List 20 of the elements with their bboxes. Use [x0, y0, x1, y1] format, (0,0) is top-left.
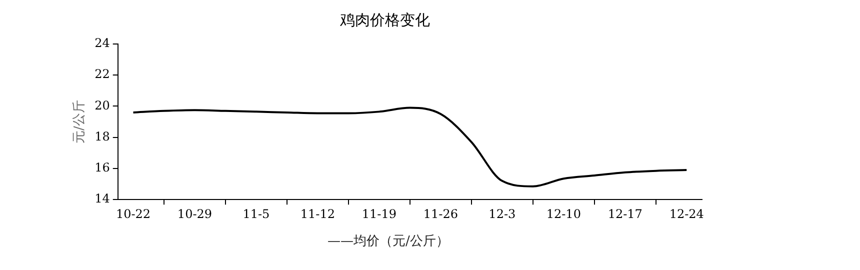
x-tick-label: 11-12 — [300, 206, 335, 221]
chart-title: 鸡肉价格变化 — [339, 10, 430, 29]
x-tick-label: 11-19 — [362, 206, 396, 221]
x-tick-label: 12-17 — [608, 206, 642, 221]
x-tick-label: 10-22 — [116, 206, 151, 221]
x-tick-label: 12-3 — [488, 206, 516, 221]
line-series — [132, 106, 688, 188]
y-tick-label: 16 — [94, 160, 110, 175]
y-tick-label: 20 — [94, 98, 110, 112]
x-tick-label: 10-29 — [177, 206, 212, 221]
y-tick-label: 14 — [94, 192, 110, 206]
y-axis-title: 元/公斤 — [72, 100, 88, 144]
x-tick-label: 12-24 — [669, 206, 704, 221]
y-tick-label: 24 — [94, 36, 110, 50]
x-tick-label: 12-10 — [546, 206, 581, 221]
y-tick-label: 22 — [94, 67, 110, 82]
y-tick-label: 18 — [94, 129, 110, 144]
text: ——均价（元/公斤） — [328, 234, 449, 249]
x-tick-label: 11-26 — [423, 206, 458, 221]
x-tick-label: 11-5 — [242, 206, 270, 221]
